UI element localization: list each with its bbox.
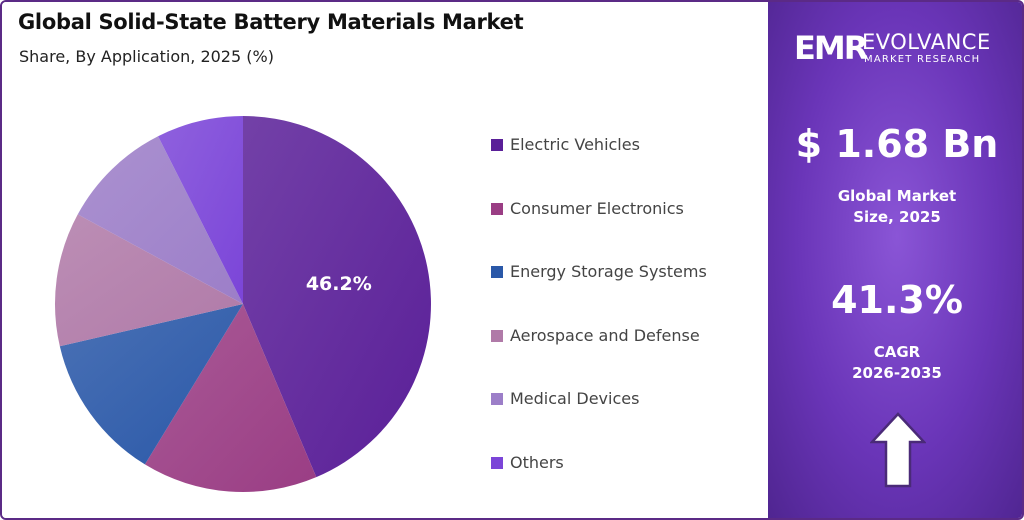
pie-slice-medical-devices <box>77 136 244 304</box>
legend-swatch <box>491 202 503 215</box>
pie-slice-electric-vehicles <box>243 116 431 478</box>
legend-label: Others <box>510 452 564 472</box>
cagr-label: CAGR 2026-2035 <box>768 342 1022 384</box>
pie-slice-consumer-electronics <box>144 304 317 492</box>
legend-label: Consumer Electronics <box>510 198 684 218</box>
legend-label: Energy Storage Systems <box>510 262 707 282</box>
legend-swatch <box>491 266 503 279</box>
pie-data-label: 46.2% <box>306 273 372 295</box>
legend-swatch <box>491 139 503 151</box>
legend-item: Medical Devices <box>491 384 707 448</box>
chart-title: Global Solid-State Battery Materials Mar… <box>18 10 524 34</box>
legend-item: Energy Storage Systems <box>491 257 707 321</box>
summary-panel: EMR EVOLVANCE MARKET RESEARCH $ 1.68 Bn … <box>768 2 1022 518</box>
legend-swatch <box>491 393 503 406</box>
legend-item: Consumer Electronics <box>491 194 707 258</box>
legend-item: Others <box>491 448 707 512</box>
legend-label: Aerospace and Defense <box>510 325 700 345</box>
brand-mark: EMR <box>794 29 868 67</box>
legend-swatch <box>491 456 503 469</box>
brand-tagline: MARKET RESEARCH <box>864 54 981 65</box>
pie-chart: 46.2% <box>55 116 431 492</box>
cagr-label-line1: CAGR <box>873 343 921 361</box>
pie-slice-others <box>158 116 243 304</box>
market-size-label: Global Market Size, 2025 <box>768 186 1022 228</box>
up-arrow-icon <box>870 412 926 488</box>
legend-label: Medical Devices <box>510 389 640 409</box>
chart-panel: Global Solid-State Battery Materials Mar… <box>2 2 768 518</box>
cagr-value: 41.3% <box>831 278 963 322</box>
chart-legend: Electric Vehicles Consumer Electronics Ene… <box>491 130 707 512</box>
cagr-label-line2: 2026-2035 <box>852 364 942 382</box>
pie-slice-energy-storage-systems <box>59 304 243 465</box>
brand-logo: EMR EVOLVANCE MARKET RESEARCH <box>794 28 1014 72</box>
legend-item: Aerospace and Defense <box>491 321 707 385</box>
legend-item: Electric Vehicles <box>491 130 707 194</box>
pie-slice-aerospace-and-defense <box>55 214 243 347</box>
market-size-label-line2: Size, 2025 <box>853 208 941 226</box>
legend-label: Electric Vehicles <box>510 135 640 154</box>
market-size-value: $ 1.68 Bn <box>795 122 999 166</box>
brand-name: EVOLVANCE <box>862 30 991 54</box>
legend-swatch <box>491 329 503 342</box>
market-size-label-line1: Global Market <box>837 187 957 205</box>
chart-subtitle: Share, By Application, 2025 (%) <box>19 47 274 66</box>
